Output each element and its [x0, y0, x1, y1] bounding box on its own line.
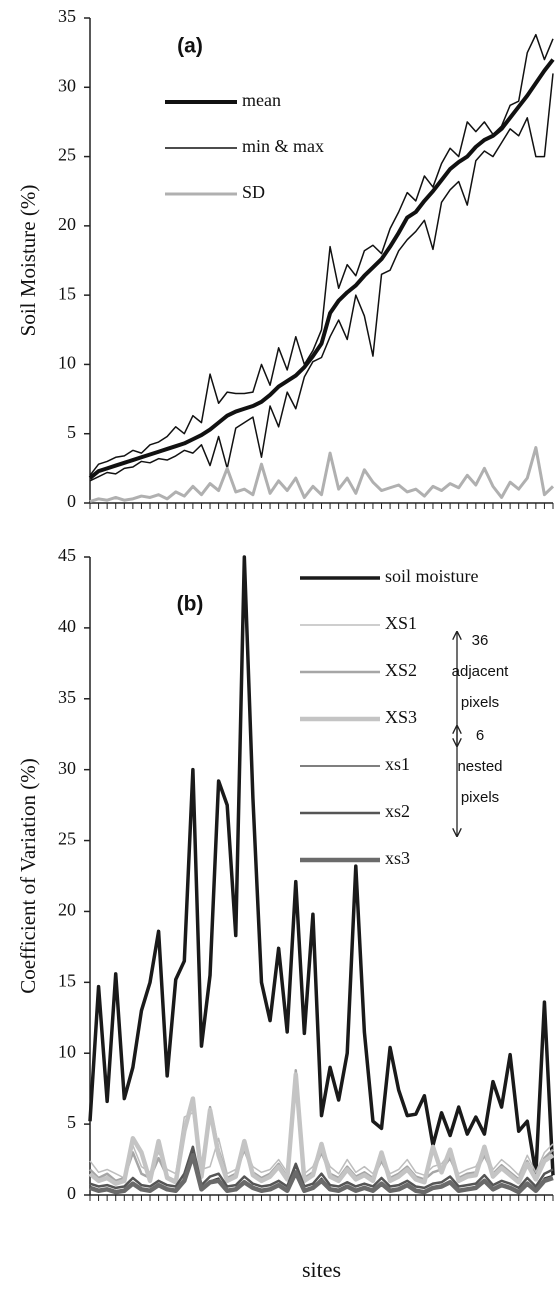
y-tick-label: 10 [58, 1041, 76, 1061]
annotation: pixels [461, 694, 499, 711]
panel-title: (a) [177, 35, 203, 58]
annotation: pixels [461, 789, 499, 806]
y-axis-label: Coefficient of Variation (%) [16, 758, 40, 993]
annotation: nested [457, 758, 502, 775]
y-tick-label: 0 [67, 491, 76, 511]
legend-label: xs1 [385, 754, 410, 774]
data-line [89, 73, 554, 482]
y-tick-label: 5 [67, 1112, 76, 1132]
y-tick-label: 25 [58, 145, 76, 165]
data-line [89, 446, 555, 504]
legend-label: soil moisture [385, 566, 479, 586]
y-tick-label: 25 [58, 829, 76, 849]
annotation: 36 [472, 632, 489, 649]
y-tick-label: 30 [58, 75, 76, 95]
y-tick-label: 15 [58, 283, 76, 303]
data-line [89, 33, 554, 476]
y-tick-label: 30 [58, 758, 76, 778]
x-axis-label: sites [302, 1257, 341, 1282]
y-tick-label: 40 [58, 616, 76, 636]
y-tick-label: 20 [58, 214, 76, 234]
legend-label: xs3 [385, 848, 410, 868]
y-tick-label: 20 [58, 900, 76, 920]
legend-label: xs2 [385, 801, 410, 821]
legend-label: XS2 [385, 660, 417, 680]
y-tick-label: 5 [67, 422, 76, 442]
y-tick-label: 45 [58, 545, 76, 565]
legend-label: XS1 [385, 613, 417, 633]
legend-label: min & max [242, 136, 324, 156]
legend-label: XS3 [385, 707, 417, 727]
annotation: adjacent [452, 663, 510, 680]
legend-label: SD [242, 182, 265, 202]
y-tick-label: 10 [58, 353, 76, 373]
data-line [88, 555, 555, 1176]
y-tick-label: 35 [58, 687, 76, 707]
data-line [88, 58, 555, 480]
data-line [88, 1072, 555, 1186]
annotation: 6 [476, 727, 484, 744]
data-line [89, 1153, 554, 1195]
y-axis-label: Soil Moisture (%) [16, 185, 40, 337]
legend-label: mean [242, 90, 281, 110]
panel-title: (b) [177, 593, 204, 616]
y-tick-label: 15 [58, 970, 76, 990]
y-tick-label: 35 [58, 6, 76, 26]
y-tick-label: 0 [67, 1183, 76, 1203]
data-line [89, 1145, 554, 1190]
